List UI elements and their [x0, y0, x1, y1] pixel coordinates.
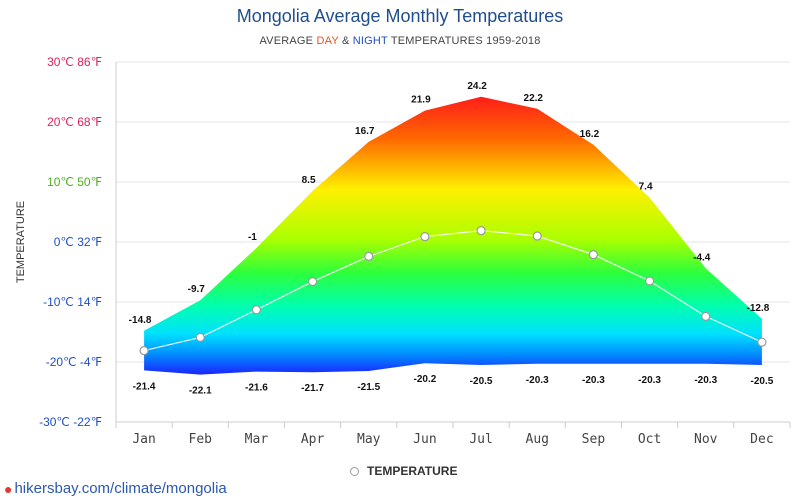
day-value-label: -12.8	[747, 303, 770, 314]
x-tick-label: Mar	[245, 432, 269, 447]
subtitle-day: DAY	[316, 35, 339, 47]
night-value-label: -20.3	[582, 375, 605, 386]
day-value-label: -9.7	[188, 284, 206, 295]
subtitle-amp: &	[338, 35, 353, 47]
day-value-label: 8.5	[302, 175, 316, 186]
map-pin-icon: ●	[4, 480, 13, 497]
day-value-label: 16.7	[355, 126, 375, 137]
average-point	[644, 276, 655, 286]
y-tick-label: 30℃ 86℉	[47, 55, 102, 69]
average-point	[588, 250, 599, 260]
day-value-label: 7.4	[639, 182, 653, 193]
y-tick-label: 0℃ 32℉	[54, 235, 102, 249]
temperature-range-area	[144, 96, 762, 375]
x-tick-label: Dec	[750, 432, 773, 447]
legend-marker-icon	[350, 466, 359, 476]
day-value-label: 16.2	[580, 129, 600, 140]
x-axis-labels: Jan Feb Mar Apr May Jun Jul Aug Sep Oct Nov Dec	[132, 432, 773, 447]
night-value-label: -20.5	[470, 376, 493, 387]
average-point	[532, 231, 542, 241]
average-point	[195, 332, 205, 342]
chart-subtitle: AVERAGE DAY & NIGHT TEMPERATURES 1959-20…	[0, 35, 800, 47]
average-point	[364, 251, 374, 261]
legend: TEMPERATURE	[350, 464, 457, 478]
x-tick-label: Jul	[469, 432, 492, 447]
day-night-area	[144, 96, 762, 375]
day-value-label: -1	[248, 232, 257, 243]
day-value-label: 22.2	[524, 93, 544, 104]
x-tick-label: Jan	[132, 432, 155, 447]
x-tick-label: Sep	[582, 432, 606, 447]
subtitle-suffix: TEMPERATURES 1959-2018	[387, 35, 541, 47]
day-value-label: 24.2	[467, 81, 487, 92]
night-value-label: -20.3	[526, 375, 549, 386]
night-value-label: -20.3	[638, 375, 661, 386]
average-point	[420, 232, 430, 242]
night-value-label: -20.5	[751, 376, 774, 387]
average-point	[476, 226, 486, 236]
day-value-label: 21.9	[411, 95, 431, 106]
data-labels: -14.8 -9.7 -1 8.5 16.7 21.9 24.2 22.2 16.2 7.4 -4.…	[129, 81, 774, 397]
x-tick-label: Jun	[413, 432, 436, 447]
y-axis-ticks: 30℃ 86℉ 20℃ 68℉ 10℃ 50℉ 0℃ 32℉ -10℃ 14℉ -20℃ …	[39, 55, 102, 429]
subtitle-prefix: AVERAGE	[259, 35, 317, 47]
y-axis-label: TEMPERATURE	[15, 201, 27, 283]
y-tick-label: -10℃ 14℉	[43, 295, 102, 309]
average-temperature-line	[143, 229, 763, 352]
average-point	[307, 277, 318, 287]
day-value-label: -14.8	[129, 315, 152, 326]
x-tick-label: May	[357, 432, 381, 447]
x-tick-label: Nov	[694, 432, 718, 447]
x-tick-label: Feb	[189, 432, 213, 447]
day-value-label: -4.4	[693, 252, 711, 263]
night-value-label: -21.5	[357, 382, 380, 393]
average-point	[701, 311, 711, 321]
average-line	[139, 226, 767, 356]
night-value-label: -20.3	[694, 375, 717, 386]
source-link-text[interactable]: hikersbay.com/climate/mongolia	[14, 480, 227, 497]
y-tick-label: 10℃ 50℉	[47, 175, 102, 189]
night-value-label: -22.1	[189, 386, 212, 397]
x-tick-label: Apr	[301, 432, 325, 447]
y-tick-label: -30℃ -22℉	[39, 415, 102, 429]
average-point	[251, 305, 262, 315]
y-tick-label: 20℃ 68℉	[47, 115, 102, 129]
legend-label: TEMPERATURE	[367, 464, 458, 478]
night-value-label: -21.7	[301, 383, 324, 394]
x-tick-label: Oct	[638, 432, 661, 447]
chart-title: Mongolia Average Monthly Temperatures	[236, 6, 564, 26]
average-point	[139, 346, 149, 356]
night-value-label: -21.4	[133, 381, 156, 392]
night-value-label: -20.2	[414, 374, 437, 385]
source-link[interactable]: ● hikersbay.com/climate/mongolia	[4, 480, 227, 497]
average-point	[757, 337, 767, 347]
y-tick-label: -20℃ -4℉	[46, 355, 102, 369]
x-tick-label: Aug	[526, 432, 549, 447]
subtitle-night: NIGHT	[352, 35, 388, 47]
night-value-label: -21.6	[245, 383, 268, 394]
